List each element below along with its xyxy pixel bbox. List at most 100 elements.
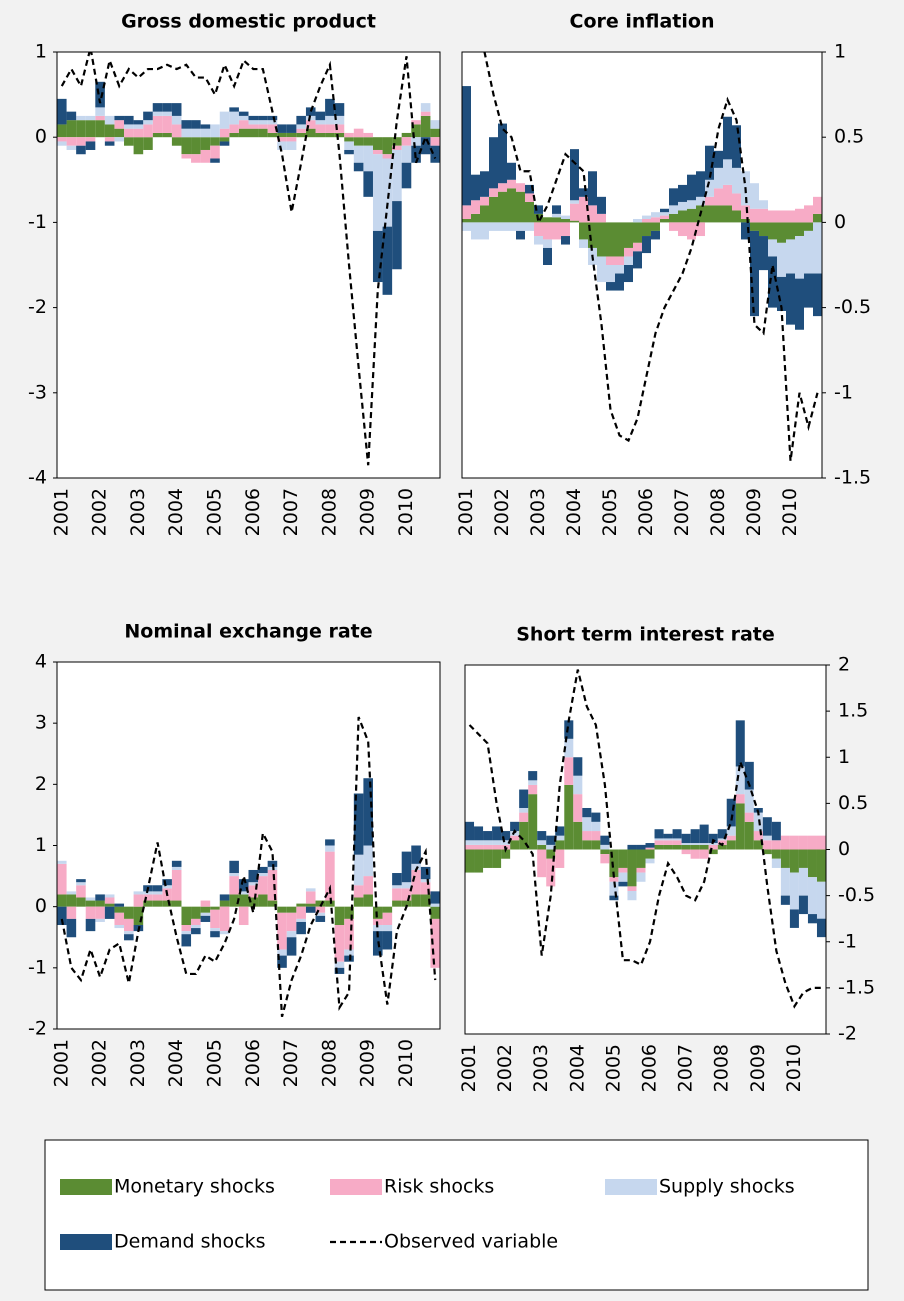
bar-segment — [181, 137, 192, 155]
x-tick-label: 2003 — [527, 488, 549, 536]
y-tick-label: 0.5 — [834, 126, 864, 148]
bar-segment — [483, 849, 493, 868]
bar-segment — [465, 849, 475, 873]
bar-segment — [735, 803, 745, 850]
x-tick-label: 2005 — [203, 488, 225, 536]
x-tick-label: 2007 — [280, 488, 302, 536]
bar-segment — [286, 137, 297, 142]
bar-segment — [57, 906, 67, 926]
bar-segment — [315, 915, 326, 922]
shock-series — [465, 757, 826, 892]
bar-segment — [420, 115, 431, 138]
bar-segment — [633, 218, 642, 223]
bar-segment — [465, 844, 475, 850]
bar-segment — [660, 212, 669, 216]
bar-segment — [57, 141, 67, 146]
bar-segment — [672, 844, 682, 850]
bar-segment — [104, 903, 115, 907]
bar-segment — [528, 784, 538, 795]
bar-segment — [618, 881, 628, 887]
bar-segment — [507, 188, 516, 223]
bar-segment — [582, 831, 592, 841]
bar-segment — [420, 103, 431, 112]
bar-segment — [114, 906, 125, 913]
bar-segment — [66, 891, 77, 895]
y-tick-label: 0.5 — [838, 792, 868, 814]
bar-segment — [600, 854, 610, 864]
bar-segment — [663, 840, 673, 845]
bar-segment — [277, 955, 287, 968]
bar-segment — [777, 222, 786, 243]
bar-segment — [597, 213, 606, 223]
bar-segment — [483, 844, 493, 850]
bar-segment — [152, 103, 163, 112]
bar-segment — [210, 928, 220, 932]
bar-segment — [543, 217, 552, 223]
y-tick-label: 1.5 — [838, 700, 868, 722]
bar-segment — [588, 205, 597, 223]
bar-segment — [334, 115, 345, 125]
bar-segment — [543, 239, 552, 248]
x-tick-label: 2009 — [747, 1044, 769, 1092]
bar-segment — [609, 881, 619, 896]
y-tick-label: -2 — [28, 296, 47, 318]
bar-segment — [687, 200, 696, 209]
bar-segment — [678, 222, 687, 237]
y-tick-label: -1 — [28, 211, 47, 233]
bar-segment — [95, 107, 105, 116]
shock-series — [462, 188, 822, 257]
bar-segment — [537, 840, 547, 845]
bar-segment — [124, 906, 134, 919]
bar-segment — [401, 882, 412, 889]
shock-series — [57, 115, 440, 155]
bar-segment — [363, 876, 373, 895]
bar-segment — [786, 210, 795, 223]
bar-segment — [229, 132, 239, 138]
bar-segment — [714, 150, 723, 168]
bar-segment — [714, 167, 723, 189]
bar-segment — [525, 222, 534, 231]
bar-segment — [582, 840, 592, 850]
chart-title: Short term interest rate — [516, 624, 775, 646]
bar-segment — [152, 900, 163, 907]
bar-segment — [804, 205, 813, 223]
bar-segment — [210, 906, 220, 910]
bar-segment — [570, 200, 579, 204]
bar-segment — [687, 222, 696, 240]
bar-segment — [305, 107, 316, 116]
bar-segment — [95, 81, 105, 108]
bar-segment — [305, 903, 316, 907]
y-tick-label: -1.5 — [834, 467, 871, 489]
bar-segment — [627, 849, 637, 887]
bar-segment — [807, 835, 817, 850]
bar-segment — [57, 860, 67, 864]
bar-segment — [401, 145, 412, 163]
bar-segment — [191, 128, 201, 138]
shock-series — [57, 81, 440, 295]
bar-segment — [714, 188, 723, 206]
bar-segment — [305, 120, 316, 129]
x-tick-label: 2010 — [779, 488, 801, 536]
bar-segment — [690, 844, 700, 850]
bar-segment — [582, 817, 592, 832]
bar-segment — [277, 137, 287, 142]
bar-segment — [85, 897, 96, 901]
bar-segment — [816, 881, 826, 919]
bar-segment — [95, 894, 105, 901]
bar-segment — [744, 812, 754, 822]
bar-segment — [363, 894, 373, 907]
bar-segment — [519, 807, 529, 813]
bar-segment — [95, 115, 105, 121]
bar-segment — [392, 149, 402, 202]
bar-segment — [759, 200, 768, 209]
bar-segment — [114, 903, 125, 907]
y-tick-label: 0 — [35, 895, 47, 917]
bar-segment — [420, 894, 431, 907]
bar-segment — [296, 918, 306, 922]
x-tick-label: 2009 — [357, 488, 379, 536]
bar-segment — [708, 844, 718, 850]
bar-segment — [353, 854, 364, 886]
bar-segment — [315, 111, 326, 121]
bar-segment — [152, 885, 163, 892]
bar-segment — [210, 145, 220, 159]
